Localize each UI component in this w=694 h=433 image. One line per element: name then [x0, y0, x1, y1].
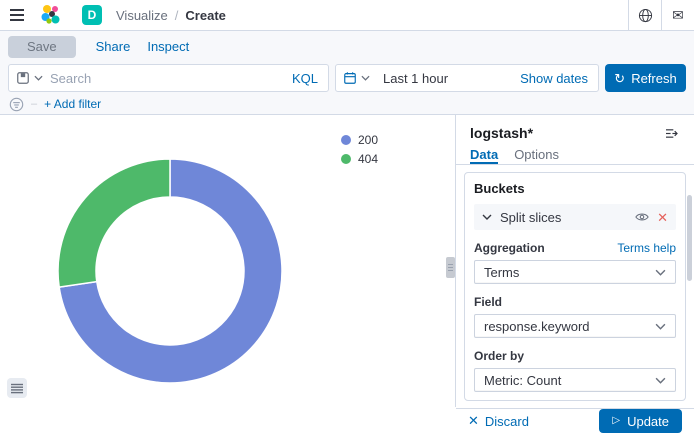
- order-by-select[interactable]: Metric: Count: [474, 368, 676, 392]
- buckets-card: Buckets Split slices ✕: [464, 172, 686, 401]
- date-picker: Last 1 hour Show dates: [335, 64, 599, 92]
- eye-icon: [635, 213, 649, 221]
- editor-panel-footer: ✕ Discard ▷ Update: [456, 408, 694, 433]
- date-quick-menu[interactable]: [336, 71, 377, 85]
- chevron-down-icon: [655, 377, 666, 384]
- refresh-button[interactable]: ↻ Refresh: [605, 64, 686, 92]
- query-language-button[interactable]: KQL: [291, 70, 318, 86]
- help-icon[interactable]: [628, 0, 661, 30]
- tab-options[interactable]: Options: [514, 147, 559, 162]
- donut-slice-404[interactable]: [57, 158, 171, 288]
- main-content: 200 404 logstash*: [0, 115, 694, 433]
- donut-chart: [57, 158, 283, 384]
- space-badge[interactable]: D: [82, 5, 102, 25]
- filter-icon[interactable]: [9, 97, 24, 112]
- close-icon: ✕: [657, 209, 668, 225]
- filter-separator: –: [31, 98, 38, 110]
- newsfeed-icon[interactable]: ✉: [661, 0, 694, 30]
- aggregation-group: Aggregation Terms help Terms: [474, 241, 676, 284]
- buckets-title: Buckets: [474, 181, 525, 196]
- field-group: Field response.keyword: [474, 295, 676, 338]
- breadcrumb: Visualize / Create: [116, 8, 226, 23]
- calendar-icon: [344, 72, 356, 84]
- editor-panel-header: logstash*: [456, 115, 694, 144]
- saved-query-icon: [17, 72, 29, 84]
- search-box: KQL: [8, 64, 329, 92]
- chevron-down-icon: [361, 75, 370, 81]
- editor-panel-body: Buckets Split slices ✕: [456, 165, 694, 408]
- saved-query-menu[interactable]: [9, 71, 50, 85]
- update-button[interactable]: ▷ Update: [599, 409, 682, 433]
- query-bar: KQL Last 1 hour Show dates ↻ Refresh: [0, 62, 694, 94]
- editor-tabs: Data Options: [456, 144, 694, 165]
- close-icon: ✕: [468, 413, 479, 428]
- legend-swatch-icon: [341, 153, 351, 164]
- split-slices-accordion[interactable]: Split slices ✕: [474, 204, 676, 230]
- aggregation-select[interactable]: Terms: [474, 260, 676, 284]
- tab-data[interactable]: Data: [470, 144, 499, 164]
- search-input[interactable]: [50, 70, 282, 86]
- breadcrumb-current: Create: [185, 7, 226, 23]
- legend-swatch-icon: [341, 134, 351, 145]
- show-dates-button[interactable]: Show dates: [520, 70, 588, 86]
- field-select[interactable]: response.keyword: [474, 314, 676, 338]
- legend-toggle-button[interactable]: [7, 378, 27, 398]
- legend-label: 404: [358, 151, 379, 166]
- menu-icon[interactable]: [0, 0, 34, 30]
- donut-slice-200[interactable]: [58, 158, 283, 384]
- panel-resize-handle[interactable]: [446, 257, 455, 278]
- aggregation-label: Aggregation: [474, 241, 545, 255]
- index-pattern-title: logstash*: [470, 125, 534, 141]
- chevron-down-icon: [655, 269, 666, 276]
- terms-help-link[interactable]: Terms help: [617, 241, 676, 255]
- refresh-icon: ↻: [614, 70, 626, 86]
- collapse-panel-icon[interactable]: [663, 125, 680, 144]
- time-range-value[interactable]: Last 1 hour: [383, 70, 449, 86]
- chevron-down-icon: [34, 75, 43, 81]
- order-by-group: Order by Metric: Count: [474, 349, 676, 392]
- filter-bar: – + Add filter: [0, 94, 694, 114]
- breadcrumb-visualize[interactable]: Visualize: [116, 7, 168, 23]
- chart-legend: 200 404: [341, 130, 378, 168]
- inspect-button[interactable]: Inspect: [147, 39, 190, 54]
- top-header: D Visualize / Create ✉: [0, 0, 694, 31]
- panel-scrollbar[interactable]: [687, 195, 692, 281]
- save-button[interactable]: Save: [8, 35, 76, 58]
- elastic-logo-icon[interactable]: [34, 0, 68, 30]
- remove-bucket-button[interactable]: ✕: [657, 211, 668, 224]
- header-actions: ✉: [628, 0, 694, 30]
- play-icon: ▷: [612, 415, 621, 426]
- vis-toolbar: Save Share Inspect: [0, 31, 694, 62]
- breadcrumb-separator: /: [174, 7, 179, 23]
- legend-label: 200: [358, 132, 379, 147]
- order-by-label: Order by: [474, 349, 525, 363]
- editor-panel: logstash* Data Options Buckets: [455, 115, 694, 433]
- visualization-area: 200 404: [0, 115, 455, 407]
- share-button[interactable]: Share: [95, 39, 131, 54]
- add-filter-button[interactable]: + Add filter: [44, 97, 102, 111]
- legend-item-200[interactable]: 200: [341, 130, 378, 149]
- field-label: Field: [474, 295, 503, 309]
- legend-item-404[interactable]: 404: [341, 149, 378, 168]
- chevron-down-icon: [655, 323, 666, 330]
- sub-header: Save Share Inspect KQL: [0, 31, 694, 115]
- split-slices-label: Split slices: [500, 209, 562, 225]
- list-icon: [11, 383, 23, 393]
- chevron-down-icon: [482, 214, 492, 220]
- toggle-visibility-button[interactable]: [635, 212, 649, 222]
- discard-button[interactable]: ✕ Discard: [468, 413, 529, 429]
